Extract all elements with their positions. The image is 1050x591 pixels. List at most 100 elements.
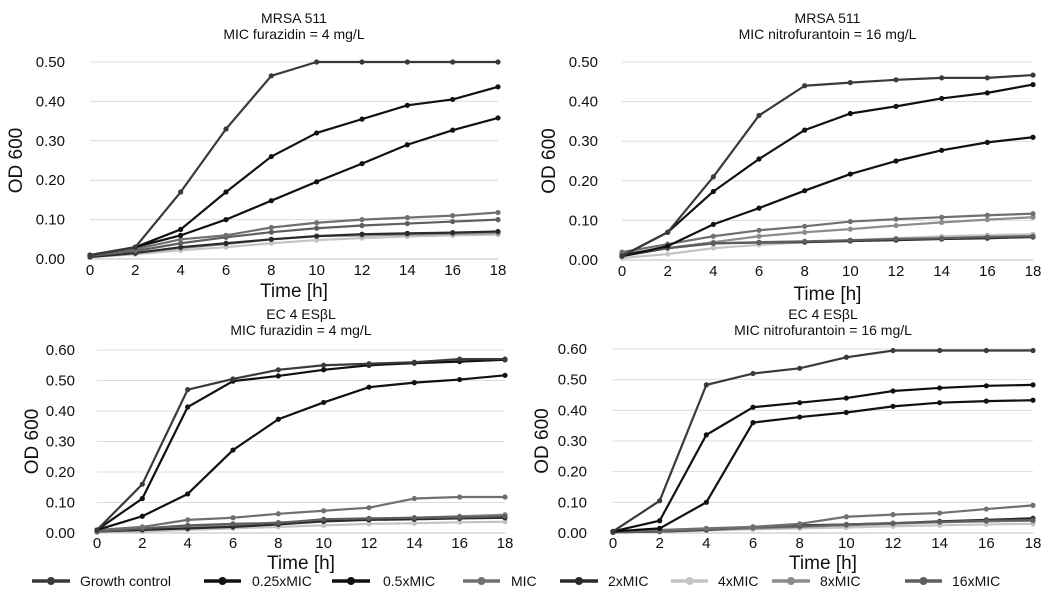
x-tick-label: 16	[979, 263, 996, 280]
data-point	[843, 514, 849, 520]
data-point	[984, 139, 990, 145]
data-point	[139, 495, 145, 502]
y-tick-label: 0.10	[569, 212, 598, 229]
data-point	[797, 521, 803, 527]
data-point	[984, 217, 990, 223]
y-tick-label: 0.30	[558, 433, 587, 450]
data-point	[268, 240, 274, 246]
data-point	[983, 518, 989, 524]
data-point	[710, 233, 716, 239]
x-axis-label: Time [h]	[789, 553, 857, 574]
series-line	[89, 60, 498, 257]
x-tick-label: 18	[497, 535, 514, 552]
data-point	[223, 232, 229, 238]
x-tick-label: 0	[86, 262, 94, 279]
data-point	[703, 432, 709, 438]
data-point	[230, 515, 236, 521]
data-point	[185, 522, 191, 528]
data-point	[802, 188, 808, 194]
legend-label: MIC	[511, 573, 537, 589]
x-tick-label: 6	[222, 262, 230, 279]
data-point	[321, 367, 327, 373]
data-point	[185, 517, 191, 523]
data-point	[610, 528, 616, 535]
data-point	[984, 75, 990, 81]
series-line	[612, 504, 1034, 533]
data-point	[359, 217, 365, 223]
legend-label: 0.5xMIC	[383, 573, 435, 589]
data-point	[366, 361, 372, 367]
data-point	[802, 127, 808, 133]
data-point	[230, 447, 236, 453]
x-tick-label: 18	[1025, 535, 1042, 552]
data-point	[275, 367, 281, 373]
series-line	[96, 515, 506, 533]
x-tick-label: 2	[655, 535, 663, 552]
data-point	[756, 239, 762, 245]
x-tick-label: 4	[709, 263, 717, 280]
data-point	[457, 514, 463, 520]
data-point	[404, 142, 410, 148]
series-0-5xmic	[94, 372, 508, 533]
data-point	[139, 524, 145, 530]
data-point	[321, 516, 327, 522]
data-point	[893, 158, 899, 164]
data-point	[890, 388, 896, 394]
legend-swatch-marker	[787, 577, 795, 585]
chart-title: MRSA 511	[261, 10, 327, 26]
legend-item: 0.25xMIC	[204, 573, 312, 589]
chart-panels: 0.00 0.10 0.20 0.30 0.40 0.50 0 2 4 6 8 10 12 14 16 18 M…	[6, 10, 1041, 574]
data-point	[983, 383, 989, 389]
data-point	[937, 400, 943, 406]
data-point	[750, 524, 756, 530]
x-tick-label: 6	[749, 535, 757, 552]
x-tick-label: 12	[885, 535, 902, 552]
x-tick-label: 2	[131, 262, 139, 279]
y-tick-label: 0.10	[36, 212, 65, 229]
y-tick-label: 0.50	[36, 54, 65, 71]
data-point	[893, 236, 899, 242]
y-axis-label: OD 600	[22, 409, 43, 474]
data-point	[321, 522, 327, 528]
data-point	[1030, 502, 1036, 508]
data-point	[983, 347, 989, 354]
data-point	[665, 251, 671, 257]
data-point	[843, 395, 849, 401]
y-tick-label: 0.60	[558, 341, 587, 358]
series-16xmic	[619, 233, 1036, 257]
series-mic	[610, 502, 1036, 535]
data-point	[619, 249, 625, 255]
y-tick-label: 0.10	[46, 495, 75, 512]
data-point	[450, 127, 456, 133]
legend-swatch-marker	[685, 577, 694, 585]
data-point	[983, 506, 989, 512]
series-line	[96, 520, 506, 534]
data-point	[321, 362, 327, 368]
x-axis-label: Time [h]	[794, 284, 862, 305]
data-point	[502, 513, 508, 519]
data-point	[756, 233, 762, 239]
data-point	[710, 245, 716, 251]
series-line	[612, 519, 1034, 534]
data-point	[890, 403, 896, 409]
data-point	[230, 376, 236, 382]
chart-title: MRSA 511	[795, 10, 861, 26]
series-line	[96, 495, 505, 532]
series-line	[96, 358, 505, 531]
legend-label: 4xMIC	[718, 573, 758, 589]
data-point	[268, 153, 274, 160]
data-point	[502, 356, 508, 362]
data-point	[756, 205, 762, 211]
data-point	[411, 515, 417, 521]
data-point	[937, 385, 943, 391]
series-line	[621, 83, 1034, 258]
data-point	[984, 234, 990, 240]
x-tick-label: 10	[842, 263, 859, 280]
data-point	[703, 499, 709, 505]
legend-item: 4xMIC	[671, 573, 758, 589]
data-point	[890, 520, 896, 526]
x-tick-label: 4	[183, 535, 191, 552]
data-point	[1030, 81, 1036, 88]
data-point	[843, 409, 849, 416]
data-point	[1030, 72, 1036, 78]
